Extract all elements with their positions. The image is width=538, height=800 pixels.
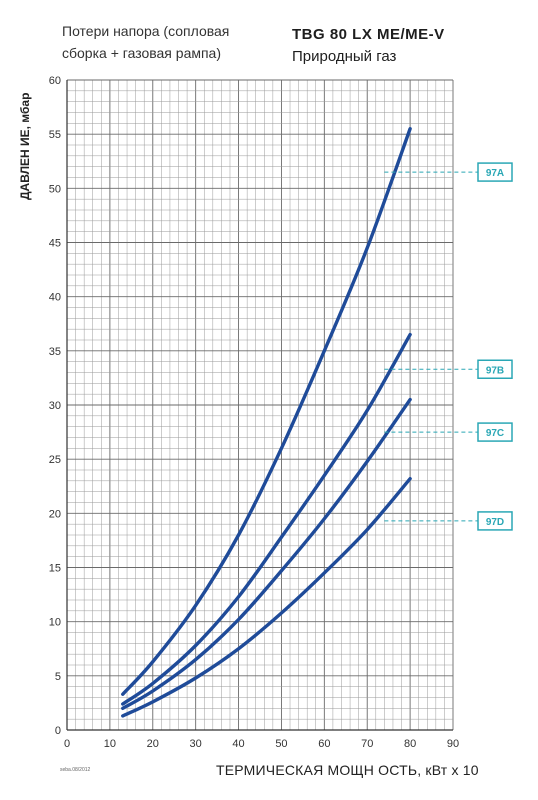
y-tick-label: 45 <box>49 238 61 250</box>
y-tick-label: 50 <box>49 183 61 195</box>
y-tick-label: 35 <box>49 346 61 358</box>
series-line-97c <box>121 397 412 711</box>
label-97c: 97C <box>486 428 504 439</box>
chart-title: TBG 80 LX ME/ME-V Природный газ <box>292 24 445 68</box>
series-line-97d <box>121 476 412 718</box>
x-tick-label: 90 <box>447 738 459 750</box>
label-97b: 97B <box>486 365 504 376</box>
x-tick-label: 0 <box>64 738 70 750</box>
label-box-97b <box>477 359 513 379</box>
model-name: TBG 80 LX ME/ME-V <box>292 26 445 43</box>
x-tick-label: 20 <box>147 738 159 750</box>
x-tick-label: 10 <box>104 738 116 750</box>
x-tick-label: 40 <box>232 738 244 750</box>
x-tick-label: 80 <box>404 738 416 750</box>
y-tick-label: 10 <box>49 617 61 629</box>
fuel-type: Природный газ <box>292 48 397 65</box>
x-tick-label: 50 <box>275 738 287 750</box>
x-tick-label: 70 <box>361 738 373 750</box>
label-box-97a <box>477 162 513 182</box>
footnote: seba.08/2012 <box>60 767 91 773</box>
y-tick-label: 40 <box>49 292 61 304</box>
chart-subtitle-line2: сборка + газовая рампа) <box>62 45 222 61</box>
x-tick-label: 30 <box>190 738 202 750</box>
x-tick-label: 60 <box>318 738 330 750</box>
y-tick-label: 20 <box>49 508 61 520</box>
y-tick-label: 5 <box>55 671 61 683</box>
y-tick-label: 25 <box>49 454 61 466</box>
x-axis-label: ТЕРМИЧЕСКАЯ МОЩН ОСТЬ, кВт х 10 <box>216 762 479 778</box>
y-tick-label: 30 <box>49 400 61 412</box>
label-box-97c <box>477 422 513 442</box>
series-line-97b <box>121 332 412 706</box>
label-97a: 97A <box>486 168 504 179</box>
y-tick-label: 0 <box>55 725 61 737</box>
y-tick-label: 15 <box>49 563 61 575</box>
chart-subtitle-line1: Потери напора (сопловая <box>62 23 230 39</box>
label-box-97d <box>477 511 513 531</box>
label-97d: 97D <box>486 517 504 528</box>
y-tick-label: 55 <box>49 129 61 141</box>
y-tick-label: 60 <box>49 75 61 87</box>
chart-subtitle: Потери напора (сопловая сборка + газовая… <box>62 20 229 64</box>
series-line-97a <box>121 127 412 696</box>
